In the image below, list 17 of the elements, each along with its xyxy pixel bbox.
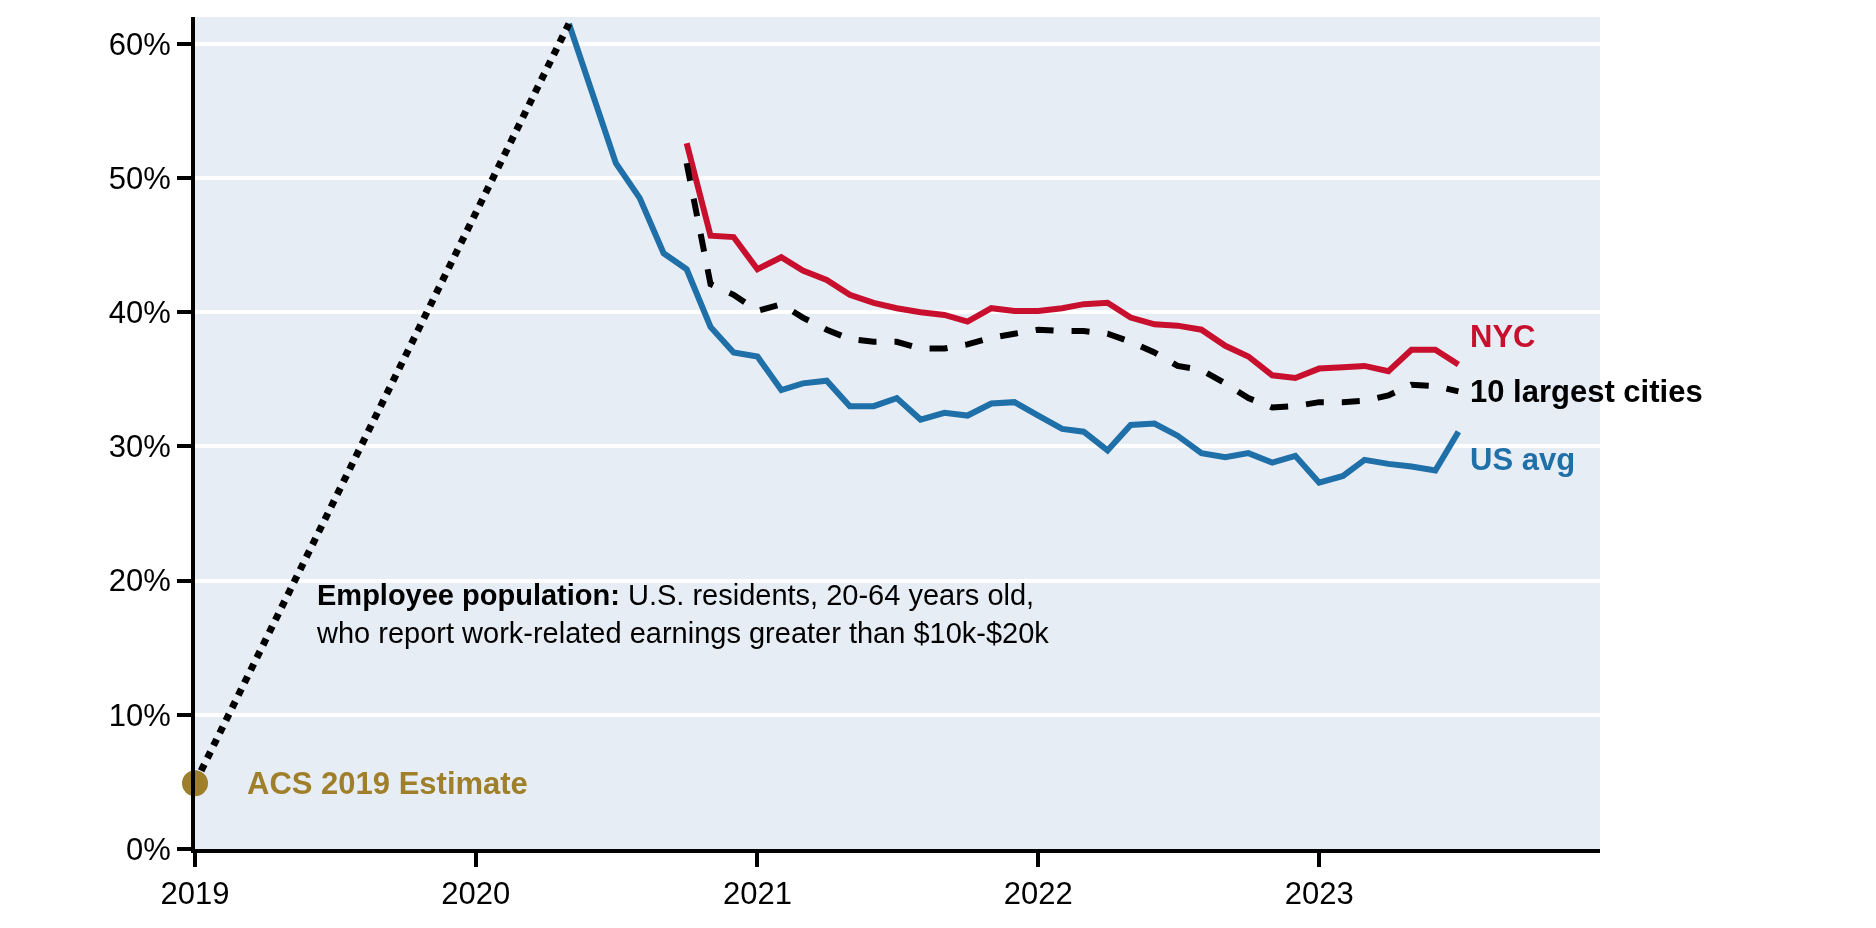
annotation: Employee population: U.S. residents, 20-64 years old, who report work-related earnings greater than $10k-$20k [316, 579, 1050, 649]
series-label: US avg [1470, 442, 1576, 477]
y-tick-label: 10% [108, 697, 171, 733]
y-tick-label: 0% [125, 831, 171, 867]
x-tick-label: 2019 [160, 876, 230, 912]
annotation: ACS 2019 Estimate [247, 766, 528, 801]
series-label: NYC [1470, 319, 1536, 354]
series-label: 10 largest cities [1470, 374, 1703, 409]
x-tick-label: 2022 [1003, 876, 1073, 912]
y-tick-label: 20% [108, 563, 171, 599]
y-tick-label: 60% [108, 26, 171, 62]
y-tick-label: 40% [108, 295, 171, 331]
x-tick-label: 2020 [441, 876, 511, 912]
x-tick-label: 2023 [1284, 876, 1354, 912]
y-tick-label: 50% [108, 160, 171, 196]
x-tick-label: 2021 [722, 876, 792, 912]
y-tick-label: 30% [108, 429, 171, 465]
